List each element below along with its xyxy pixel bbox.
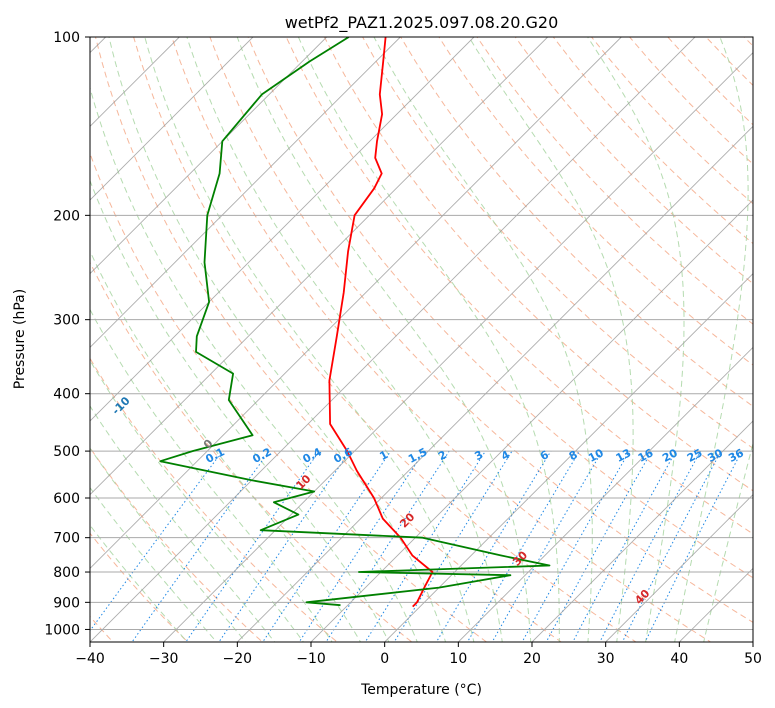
isotherm-line	[90, 37, 696, 642]
x-tick-label: −40	[75, 651, 105, 667]
dry-adiabat-line	[90, 152, 488, 642]
x-axis-label: Temperature (°C)	[360, 682, 482, 698]
x-tick-label: 10	[449, 651, 467, 667]
mixing-ratio-label: 25	[685, 446, 705, 465]
moist-adiabat-line	[674, 37, 749, 642]
y-axis-label: Pressure (hPa)	[12, 289, 28, 389]
dry-adiabat-line	[362, 37, 753, 449]
dry-adiabat-line	[90, 357, 338, 642]
dry-adiabat-line	[514, 37, 753, 285]
moist-adiabat-line	[468, 37, 634, 642]
x-tick-label: 30	[597, 651, 615, 667]
x-axis-ticks: −40 −30 −20 −10 0 10 20 30 40 50	[75, 642, 762, 667]
moist-adiabat-line	[236, 37, 532, 642]
y-tick-label: 500	[53, 444, 80, 460]
isotherm-line	[90, 37, 622, 569]
dry-adiabat-line	[285, 37, 753, 535]
y-tick-label: 900	[53, 595, 80, 611]
moist-adiabat-line	[297, 37, 560, 642]
x-tick-label: 0	[380, 651, 389, 667]
isotherm-line	[163, 52, 753, 642]
y-tick-label: 200	[53, 208, 80, 224]
dry-adiabat-line	[90, 532, 189, 642]
isotherm-line	[458, 346, 753, 642]
y-tick-label: 100	[53, 30, 80, 46]
isotherm-line	[90, 37, 548, 496]
isotherms	[90, 37, 753, 642]
moist-adiabat-line	[144, 37, 475, 642]
mixing-ratio-label: 20	[660, 446, 680, 465]
y-tick-label: 800	[53, 565, 80, 581]
y-tick-label: 300	[53, 313, 80, 329]
isotherm-line	[310, 199, 753, 642]
mixing-ratio-label: 16	[636, 446, 656, 465]
isotherm-line	[237, 125, 753, 642]
plot-area: 0.10.20.40.611.52346810131620253036-100-…	[90, 37, 753, 642]
moist-adiabat-line	[373, 37, 593, 642]
temperature-profile-line	[328, 37, 434, 608]
x-tick-label: 40	[670, 651, 688, 667]
y-tick-label: 400	[53, 387, 80, 403]
dry-adiabat-line	[323, 37, 753, 492]
x-tick-label: 50	[744, 651, 762, 667]
isotherm-line	[384, 273, 753, 642]
x-tick-label: −20	[223, 651, 253, 667]
x-tick-label: 20	[523, 651, 541, 667]
isotherm-line	[605, 494, 753, 642]
mixing-ratio-label: 10	[586, 446, 606, 465]
x-tick-label: −30	[149, 651, 179, 667]
y-axis-ticks: 100 200 300 400 500 600 700 800 900 1000	[44, 30, 90, 638]
isotherm-line	[531, 420, 753, 642]
chart-title: wetPf2_PAZ1.2025.097.08.20.G20	[285, 13, 559, 33]
moist-adiabat-line	[587, 37, 685, 642]
mixing-ratio-label: 36	[726, 446, 746, 465]
isotherm-line	[90, 37, 401, 348]
y-tick-label: 1000	[44, 622, 80, 638]
dry-adiabat-line	[94, 37, 563, 642]
dry-adiabat-line	[247, 37, 753, 579]
dry-adiabat-line	[400, 37, 753, 407]
moist-adiabat-line	[90, 308, 333, 642]
isotherm-line	[90, 37, 254, 201]
dewpoint-profile-line	[159, 37, 551, 607]
isotherm-line	[90, 37, 475, 422]
mixing-ratio-label: 13	[614, 446, 634, 465]
mixing-ratio-label: 30	[705, 446, 725, 465]
moist-adiabat-line	[90, 179, 390, 642]
x-tick-label: −10	[296, 651, 326, 667]
profile-series	[159, 37, 551, 608]
dry-adiabat-line	[90, 446, 264, 642]
axes-frame	[89, 36, 754, 643]
y-tick-label: 600	[53, 491, 80, 507]
dry-adiabat-line	[133, 37, 637, 642]
y-tick-label: 700	[53, 531, 80, 547]
isobars	[90, 37, 753, 630]
dry-adiabat-line	[209, 37, 753, 623]
